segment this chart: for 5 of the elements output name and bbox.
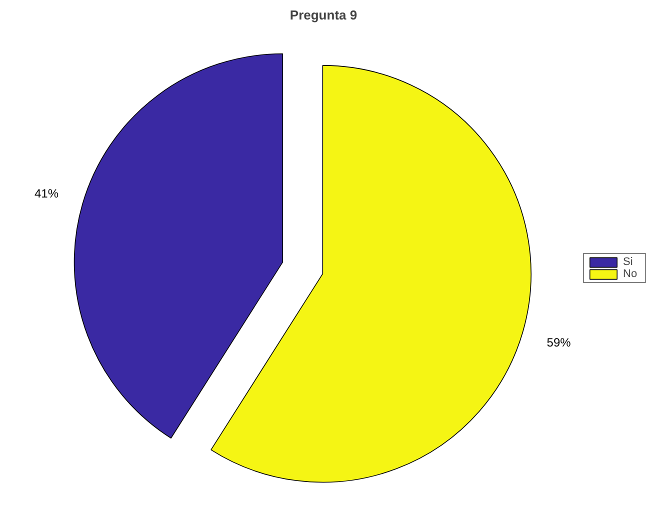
legend-label: No (623, 268, 638, 280)
legend-label: Si (623, 256, 634, 268)
data-label: 59% (546, 336, 572, 350)
data-label: 41% (34, 186, 59, 200)
chart-title: Pregunta 9 (290, 8, 358, 22)
